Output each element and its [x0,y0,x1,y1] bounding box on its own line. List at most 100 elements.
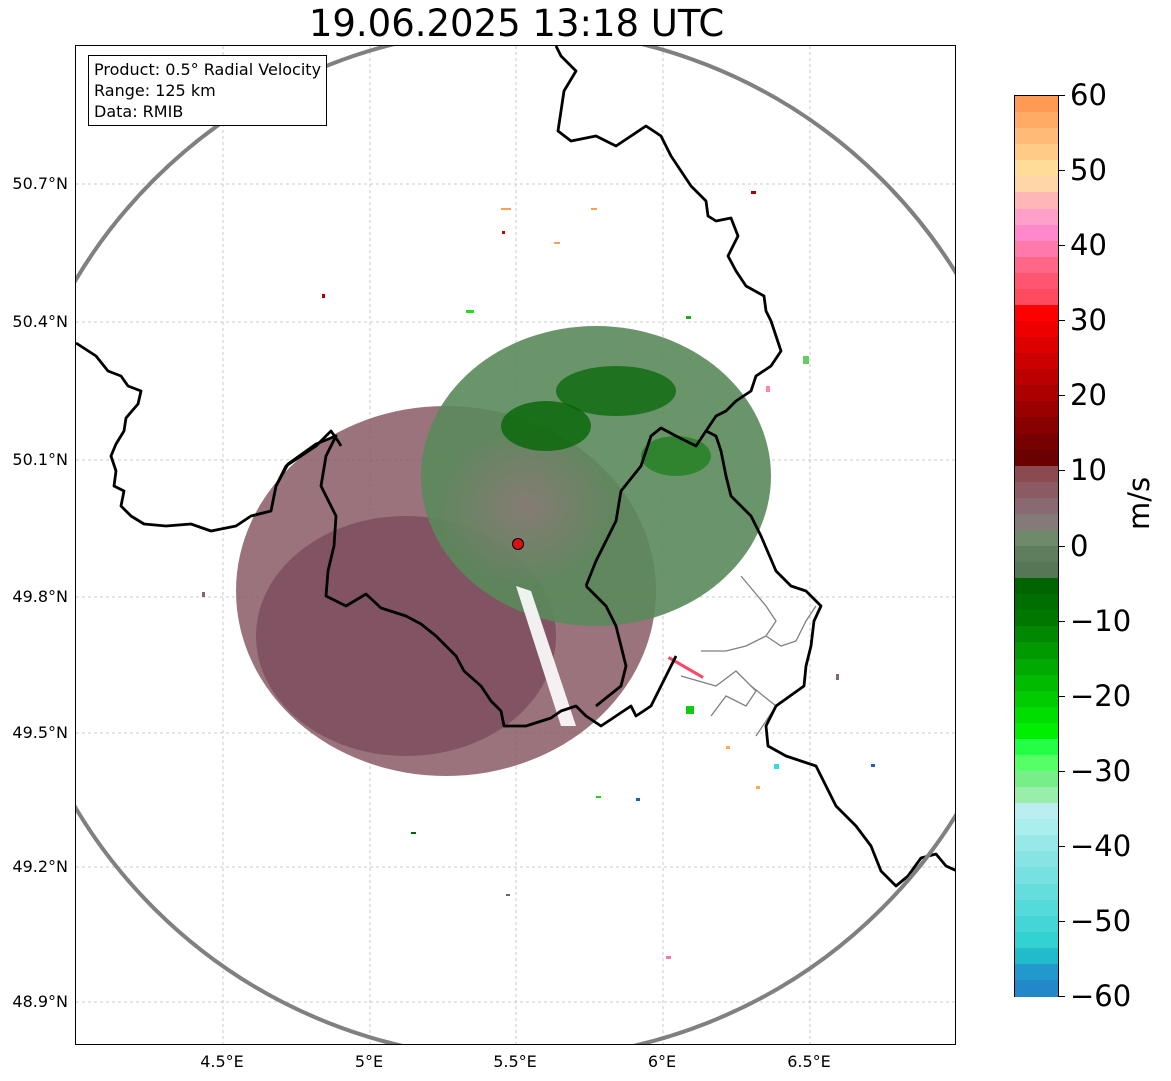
colorbar-tick [1059,170,1065,171]
colorbar-tick-label: 40 [1070,228,1107,262]
colorbar-tick-label: 50 [1070,153,1107,187]
colorbar-segment [1015,883,1058,901]
colorbar-tick [1059,546,1065,547]
lat-label: 50.4°N [12,312,68,331]
echo-transition [436,426,616,586]
colorbar-segment [1015,208,1058,226]
colorbar-tick-label: −10 [1070,604,1132,638]
colorbar-tick-label: 20 [1070,378,1107,412]
lon-label: 5°E [354,1052,384,1071]
colorbar-tick [1059,470,1065,471]
colorbar-segment [1015,272,1058,290]
country-borders [76,46,955,888]
info-product: Product: 0.5° Radial Velocity [94,60,322,79]
strong-inbound-patch [501,401,591,451]
colorbar-segment [1015,931,1058,949]
lat-label: 49.5°N [12,723,68,742]
lat-label: 48.9°N [12,992,68,1011]
colorbar-segment [1015,963,1058,981]
colorbar-segment [1015,529,1058,547]
colorbar-segment [1015,658,1058,676]
lon-label: 5.5°E [493,1052,537,1071]
colorbar-segment [1015,947,1058,965]
border-belgium-france [274,434,678,728]
colorbar-tick-label: −20 [1070,679,1132,713]
colorbar-segment [1015,562,1058,579]
colorbar-segment [1015,754,1058,772]
colorbar-segment [1015,96,1058,113]
radar-site-marker [512,538,524,550]
colorbar-tick [1059,996,1065,997]
colorbar-unit-label: m/s [1122,476,1156,530]
strong-inbound-patch [556,366,676,416]
colorbar-tick [1059,921,1065,922]
colorbar-segment [1015,256,1058,274]
radar-map[interactable] [75,45,956,1045]
colorbar-tick [1059,846,1065,847]
colorbar-segment [1015,578,1058,595]
colorbar-segment [1015,819,1058,836]
colorbar-segment [1015,353,1058,370]
colorbar-segment [1015,176,1058,193]
colorbar-tick [1059,621,1065,622]
colorbar-segment [1015,224,1058,242]
colorbar-tick [1059,320,1065,321]
colorbar-segment [1015,851,1058,868]
colorbar-tick [1059,696,1065,697]
colorbar-tick-label: −60 [1070,979,1132,1013]
colorbar-segment [1015,433,1058,451]
colorbar-tick-label: −50 [1070,904,1132,938]
chart-title: 19.06.2025 13:18 UTC [308,2,725,45]
colorbar-segment [1015,288,1058,306]
lat-label: 49.2°N [12,857,68,876]
lon-label: 6°E [647,1052,677,1071]
colorbar-segment [1015,240,1058,258]
colorbar-segment [1015,642,1058,660]
colorbar-segment [1015,626,1058,643]
colorbar-tick [1059,395,1065,396]
colorbar-tick-label: 0 [1070,529,1089,563]
colorbar-segment [1015,417,1058,435]
colorbar-tick-label: 30 [1070,303,1107,337]
colorbar-tick-label: 10 [1070,453,1107,487]
colorbar-segment [1015,546,1058,563]
colorbar-tick-label: −40 [1070,829,1132,863]
colorbar-segment [1015,128,1058,145]
lat-label: 50.1°N [12,450,68,469]
colorbar-segment [1015,690,1058,708]
velocity-echoes [202,191,875,959]
scattered-echoes [202,191,875,959]
border-belgium-luxembourg [584,426,955,888]
colorbar-segment [1015,706,1058,724]
border-northeast [554,46,783,432]
lon-label: 4.5°E [200,1052,244,1071]
map-canvas [76,46,955,1044]
colorbar-tick-label: −30 [1070,754,1132,788]
colorbar-segment [1015,481,1058,499]
colorbar-segment [1015,304,1058,322]
info-range: Range: 125 km [94,81,216,100]
colorbar-segment [1015,915,1058,933]
colorbar-segment [1015,867,1058,885]
echo-gap [516,586,576,726]
lon-label: 6.5°E [787,1052,831,1071]
colorbar-segment [1015,369,1058,386]
info-source: Data: RMIB [94,102,184,121]
colorbar-segment [1015,771,1058,788]
colorbar-segment [1015,497,1058,515]
velocity-colorbar [1014,95,1059,997]
colorbar-tick-label: 60 [1070,78,1107,112]
colorbar-segment [1015,610,1058,627]
colorbar-tick [1059,771,1065,772]
colorbar-segment [1015,192,1058,210]
colorbar-tick [1059,245,1065,246]
colorbar-segment [1015,337,1058,354]
colorbar-segment [1015,594,1058,611]
colorbar-segment [1015,787,1058,804]
lat-label: 50.7°N [12,174,68,193]
colorbar-segment [1015,465,1058,483]
colorbar-segment [1015,674,1058,692]
colorbar-segment [1015,835,1058,852]
colorbar-segment [1015,160,1058,177]
colorbar-segment [1015,144,1058,161]
